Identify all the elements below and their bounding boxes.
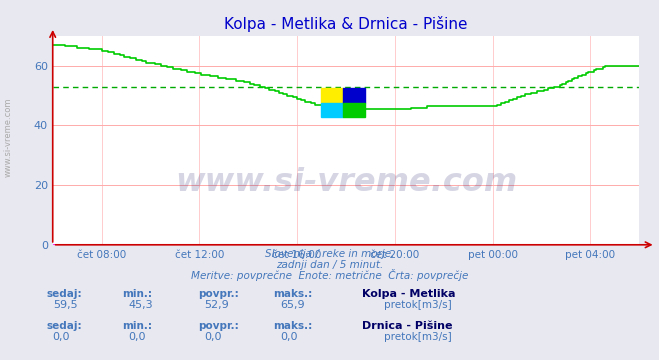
Text: 0,0: 0,0	[129, 332, 146, 342]
Text: Meritve: povprečne  Enote: metrične  Črta: povprečje: Meritve: povprečne Enote: metrične Črta:…	[191, 269, 468, 281]
Text: sedaj:: sedaj:	[46, 321, 82, 332]
Text: pretok[m3/s]: pretok[m3/s]	[384, 332, 452, 342]
Text: 0,0: 0,0	[204, 332, 222, 342]
Text: Kolpa - Metlika: Kolpa - Metlika	[362, 289, 456, 299]
Text: 0,0: 0,0	[53, 332, 71, 342]
Text: 0,0: 0,0	[280, 332, 298, 342]
Text: Drnica - Pišine: Drnica - Pišine	[362, 321, 453, 332]
Text: pretok[m3/s]: pretok[m3/s]	[384, 300, 452, 310]
Text: maks.:: maks.:	[273, 289, 313, 299]
Text: 59,5: 59,5	[53, 300, 77, 310]
Text: 45,3: 45,3	[129, 300, 153, 310]
Text: zadnji dan / 5 minut.: zadnji dan / 5 minut.	[276, 260, 383, 270]
Bar	[321, 88, 343, 103]
Text: www.si-vreme.com: www.si-vreme.com	[175, 167, 517, 198]
Text: Slovenija / reke in morje.: Slovenija / reke in morje.	[265, 249, 394, 260]
Text: sedaj:: sedaj:	[46, 289, 82, 299]
Title: Kolpa - Metlika & Drnica - Pišine: Kolpa - Metlika & Drnica - Pišine	[224, 16, 468, 32]
Bar	[321, 103, 343, 117]
Text: www.si-vreme.com: www.si-vreme.com	[4, 97, 13, 176]
Text: 65,9: 65,9	[280, 300, 304, 310]
Text: min.:: min.:	[122, 321, 152, 332]
Text: 52,9: 52,9	[204, 300, 229, 310]
Text: min.:: min.:	[122, 289, 152, 299]
Text: maks.:: maks.:	[273, 321, 313, 332]
Text: povpr.:: povpr.:	[198, 289, 239, 299]
Bar	[343, 88, 365, 103]
Text: povpr.:: povpr.:	[198, 321, 239, 332]
Bar	[343, 103, 365, 117]
